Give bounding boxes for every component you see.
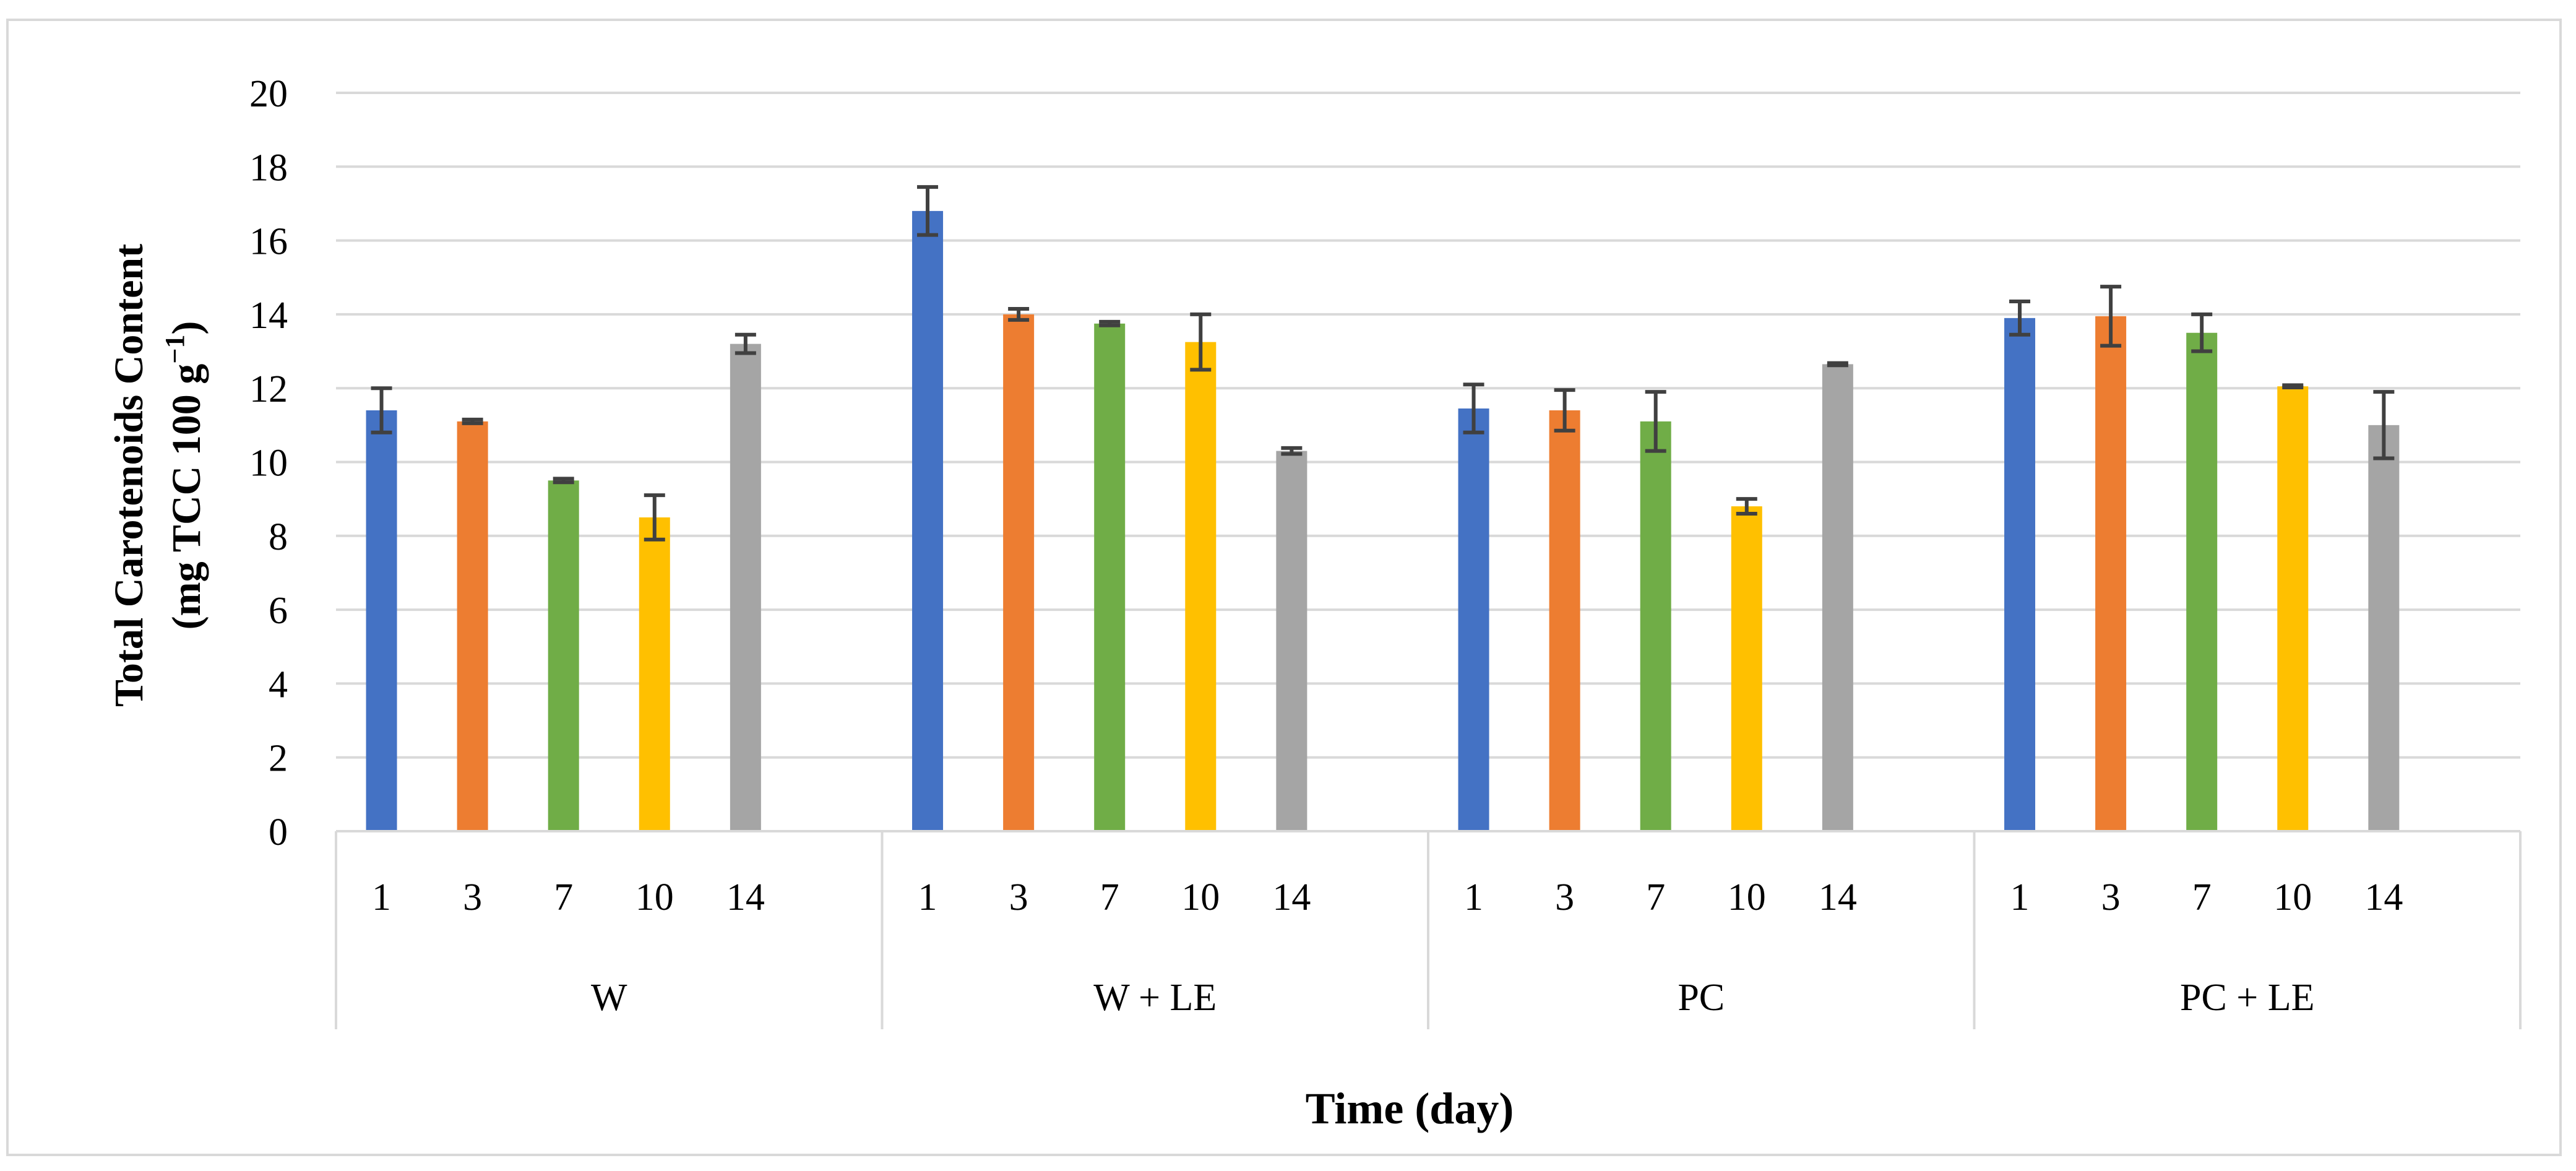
x-tick-day-label: 7: [1100, 876, 1119, 918]
x-group-label: W + LE: [1093, 977, 1217, 1019]
bar-PC-day7: [1640, 421, 1671, 831]
bar-PCLE-day14: [2368, 425, 2400, 831]
x-axis-label: Time (day): [1306, 1084, 1514, 1133]
x-tick-day-label: 3: [463, 876, 482, 918]
y-tick-label: 12: [249, 368, 288, 410]
y-axis-label-line2: (mg TCC 100 g−1): [160, 321, 209, 630]
bar-PC-day14: [1822, 364, 1853, 831]
error-bar: [462, 417, 483, 425]
error-bar: [371, 386, 392, 434]
error-bar: [734, 332, 756, 355]
x-tick-day-label: 14: [2364, 876, 2403, 918]
error-bar: [2191, 312, 2213, 353]
gridlines: [336, 92, 2520, 759]
y-axis-label-close: ): [164, 321, 209, 335]
y-tick-label: 14: [249, 295, 288, 337]
bar-PC-day3: [1549, 410, 1580, 831]
x-tick-labels: 1 3 7 10 14 W 1 3 7 10 14 W + LE 1 3 7 10 14 PC 1 3 7 10 14 PC …: [372, 876, 2403, 1019]
error-bar: [917, 185, 939, 237]
bars: [366, 210, 2400, 831]
y-tick-label: 8: [269, 516, 288, 558]
axes: [335, 830, 2522, 1029]
y-axis-label-line1: Total Carotenoids Content: [106, 244, 152, 707]
x-tick-day-label: 3: [1555, 876, 1574, 918]
bar-PCLE-day1: [2004, 318, 2036, 831]
bar-WLE-day1: [912, 210, 944, 831]
y-tick-label: 16: [249, 221, 288, 263]
y-tick-label: 2: [269, 738, 288, 780]
x-tick-day-label: 7: [1646, 876, 1665, 918]
y-tick-label: 4: [269, 663, 288, 706]
x-tick-day-label: 1: [372, 876, 391, 918]
y-axis-label-exponent: −1: [160, 335, 190, 364]
error-bar: [1463, 382, 1484, 434]
x-group-label: PC: [1678, 977, 1725, 1019]
y-tick-label: 0: [269, 811, 288, 853]
x-tick-day-label: 1: [918, 876, 937, 918]
bar-WLE-day3: [1003, 314, 1035, 831]
x-tick-day-label: 10: [1728, 876, 1766, 918]
x-tick-day-label: 1: [1464, 876, 1483, 918]
bar-WLE-day10: [1185, 342, 1217, 831]
bar-W-day14: [730, 344, 761, 831]
bar-PCLE-day7: [2186, 332, 2218, 831]
x-tick-day-label: 3: [1009, 876, 1028, 918]
x-group-label: PC + LE: [2180, 977, 2315, 1019]
x-tick-day-label: 7: [554, 876, 573, 918]
error-bar: [1190, 312, 1212, 372]
error-bar: [1827, 361, 1848, 368]
error-bars: [371, 185, 2395, 542]
error-bar: [1008, 306, 1030, 322]
error-bar: [1099, 319, 1121, 327]
y-tick-label: 20: [249, 73, 288, 115]
x-tick-day-label: 10: [635, 876, 674, 918]
y-tick-label: 18: [249, 147, 288, 189]
x-group-label: W: [591, 977, 627, 1019]
error-bar: [644, 493, 665, 542]
bar-WLE-day14: [1276, 451, 1307, 831]
y-tick-label: 10: [249, 443, 288, 485]
bar-PC-day1: [1458, 408, 1489, 831]
x-tick-day-label: 7: [2192, 876, 2212, 918]
x-tick-day-label: 14: [726, 876, 765, 918]
error-bar: [2282, 383, 2304, 390]
error-bar: [1281, 446, 1303, 456]
bar-PC-day10: [1731, 506, 1762, 831]
bar-W-day7: [548, 480, 579, 831]
error-bar: [1736, 497, 1757, 516]
x-tick-day-label: 14: [1272, 876, 1311, 918]
bar-PCLE-day3: [2095, 316, 2127, 831]
bar-WLE-day7: [1094, 323, 1126, 831]
y-tick-label: 6: [269, 590, 288, 632]
bar-W-day3: [457, 421, 488, 831]
x-tick-day-label: 14: [1819, 876, 1857, 918]
error-bar: [1554, 388, 1575, 433]
error-bar: [2100, 285, 2122, 348]
y-axis-label-unit: (mg TCC 100 g: [164, 364, 209, 630]
error-bar: [1645, 390, 1666, 453]
error-bar: [2009, 300, 2031, 337]
x-tick-day-label: 10: [2273, 876, 2312, 918]
y-tick-labels: 0 2 4 6 8 10 12 14 16 18 20: [249, 73, 288, 853]
x-tick-day-label: 3: [2101, 876, 2121, 918]
x-tick-day-label: 10: [1181, 876, 1220, 918]
error-bar: [553, 477, 574, 485]
bar-W-day1: [366, 410, 397, 831]
error-bar: [2373, 390, 2395, 460]
bar-PCLE-day10: [2277, 386, 2309, 831]
bar-W-day10: [639, 517, 670, 831]
x-tick-day-label: 1: [2010, 876, 2030, 918]
